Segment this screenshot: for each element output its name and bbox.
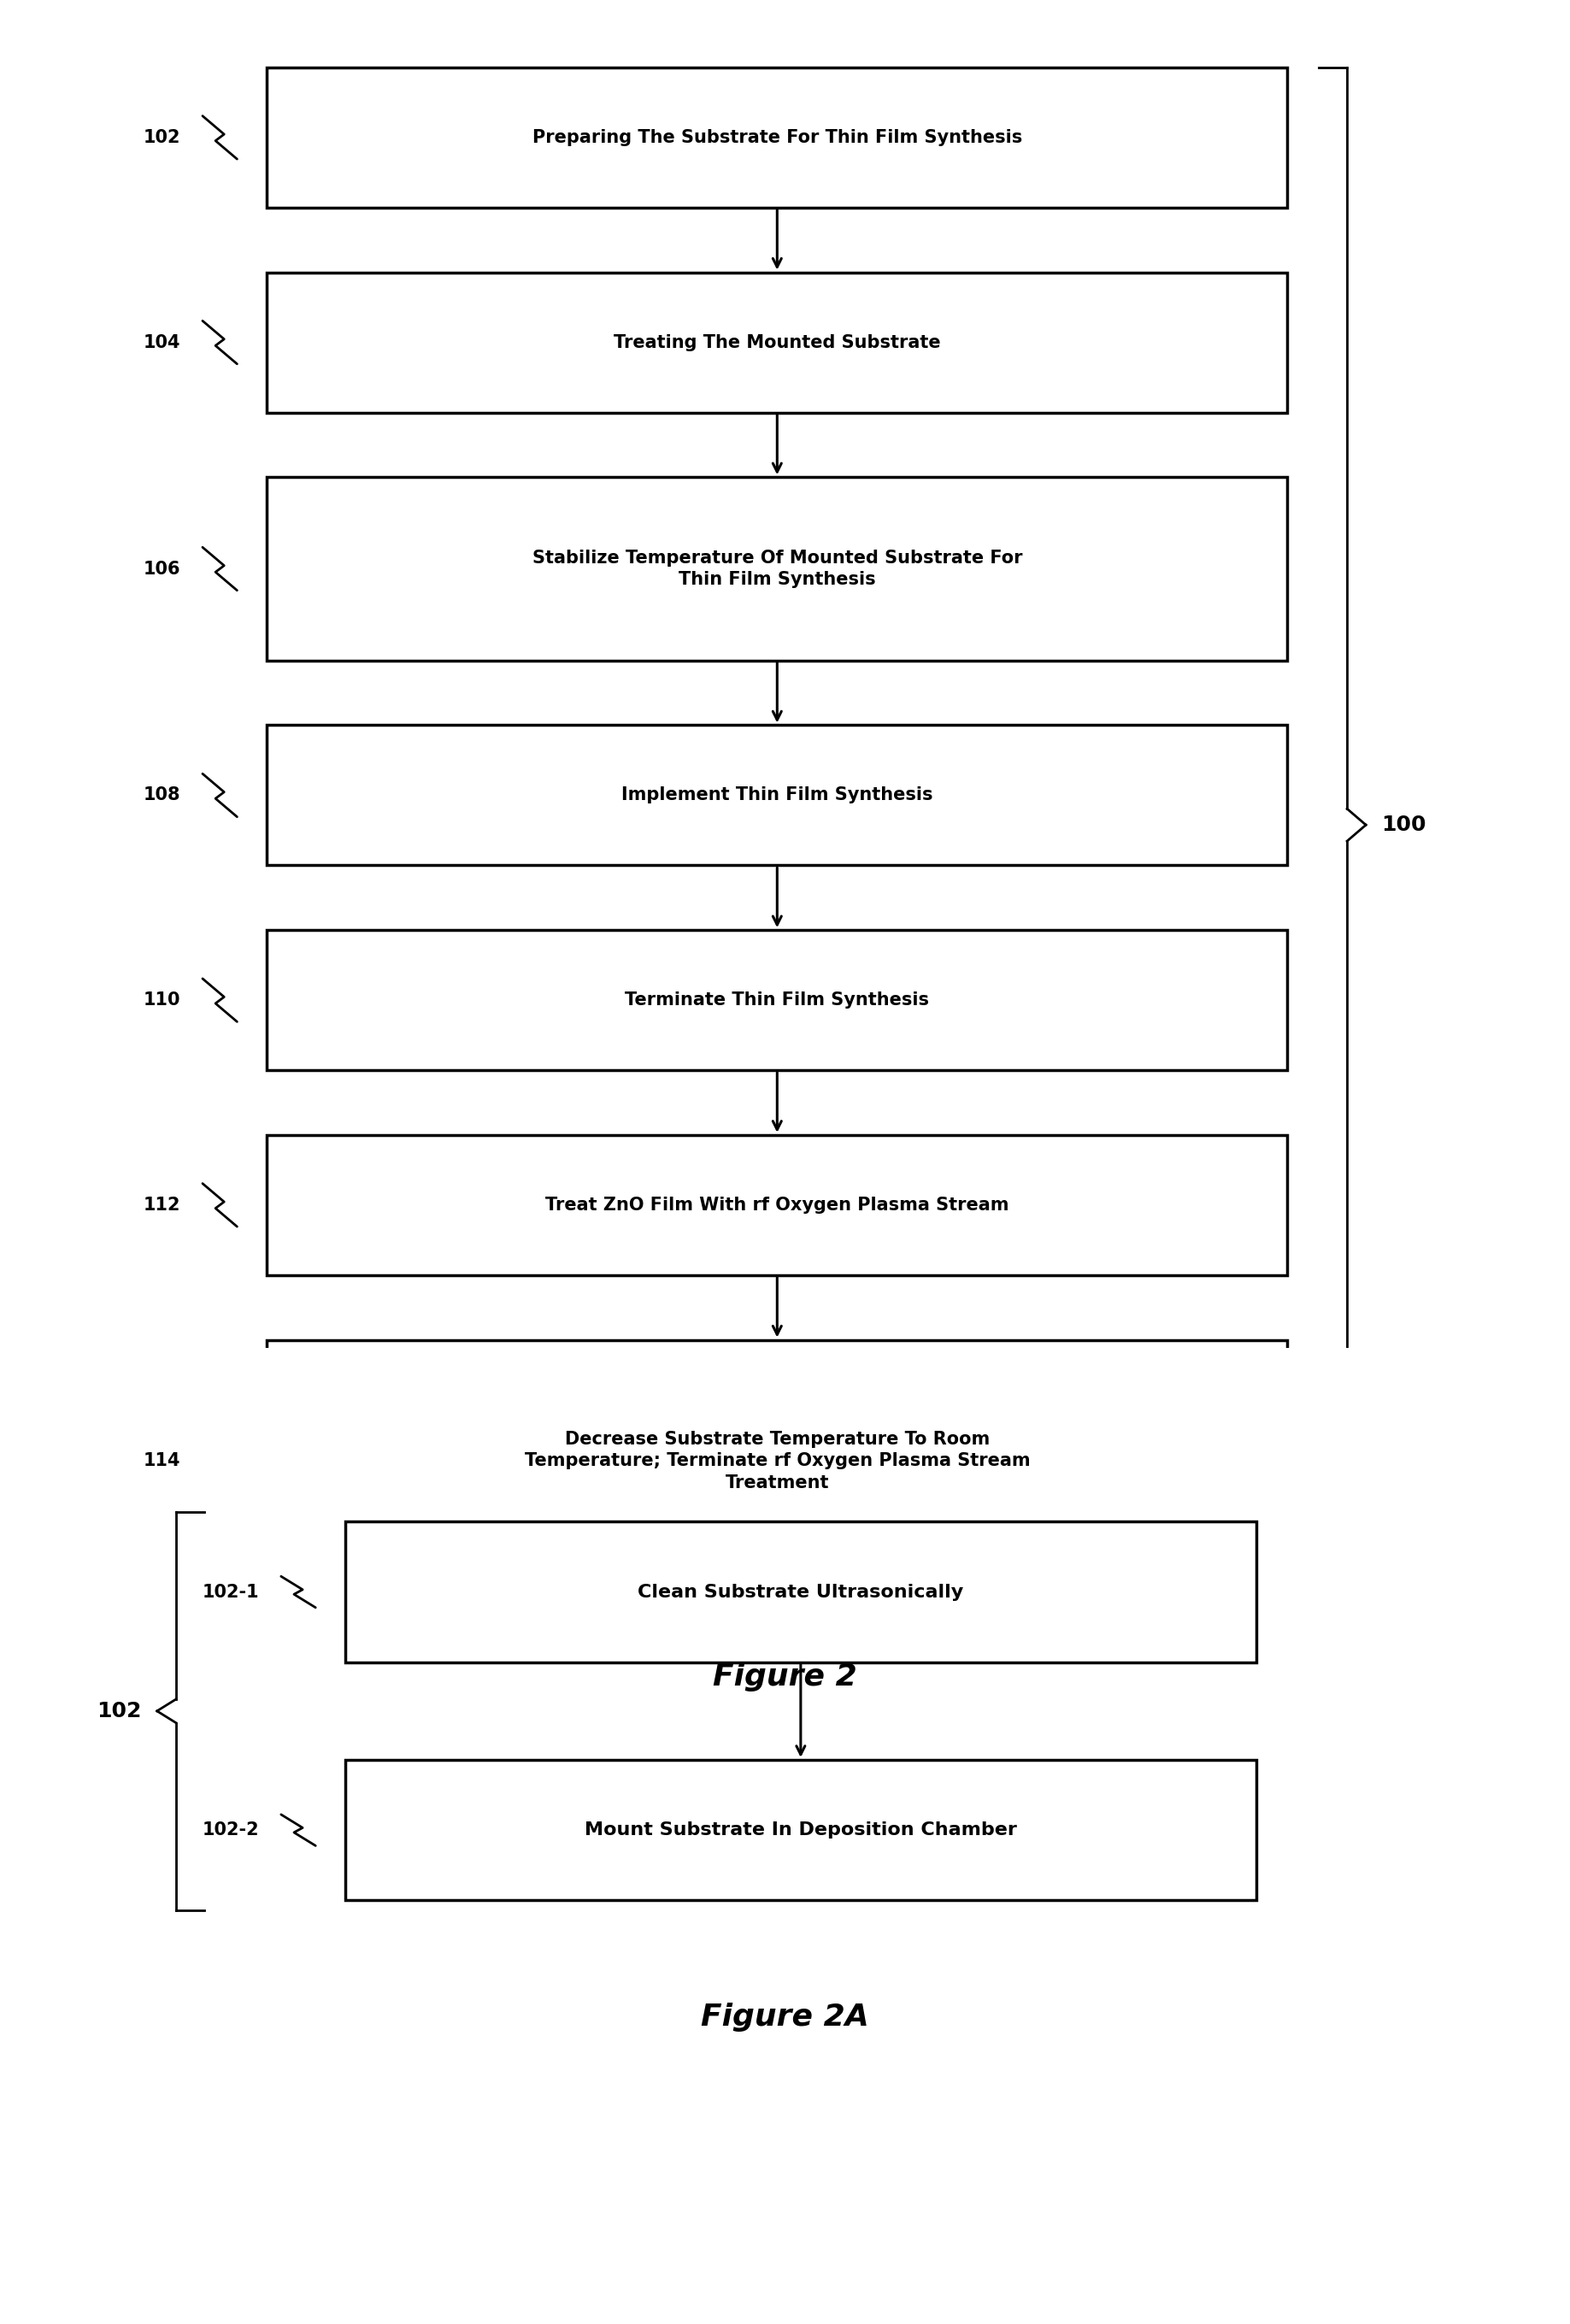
Text: 106: 106: [143, 560, 181, 576]
Text: 114: 114: [143, 1452, 181, 1469]
Text: 102: 102: [143, 128, 181, 146]
Text: 104: 104: [143, 335, 181, 351]
Text: Figure 2: Figure 2: [713, 1662, 857, 1692]
Text: Clean Substrate Ultrasonically: Clean Substrate Ultrasonically: [637, 1583, 964, 1601]
FancyBboxPatch shape: [345, 1759, 1256, 1901]
Text: Treat ZnO Film With rf Oxygen Plasma Stream: Treat ZnO Film With rf Oxygen Plasma Str…: [545, 1197, 1010, 1213]
FancyBboxPatch shape: [267, 67, 1287, 207]
Text: Implement Thin Film Synthesis: Implement Thin Film Synthesis: [622, 788, 933, 804]
Text: Terminate Thin Film Synthesis: Terminate Thin Film Synthesis: [625, 992, 929, 1009]
Text: Treating The Mounted Substrate: Treating The Mounted Substrate: [614, 335, 940, 351]
Text: 102-1: 102-1: [203, 1583, 259, 1601]
Text: 112: 112: [143, 1197, 181, 1213]
Text: 110: 110: [143, 992, 181, 1009]
Text: 108: 108: [143, 788, 181, 804]
FancyBboxPatch shape: [267, 930, 1287, 1071]
Text: Decrease Substrate Temperature To Room
Temperature; Terminate rf Oxygen Plasma S: Decrease Substrate Temperature To Room T…: [524, 1432, 1030, 1492]
Text: Figure 2A: Figure 2A: [700, 2003, 870, 2031]
Text: Stabilize Temperature Of Mounted Substrate For
Thin Film Synthesis: Stabilize Temperature Of Mounted Substra…: [532, 548, 1022, 588]
Text: 102-2: 102-2: [203, 1822, 259, 1838]
FancyBboxPatch shape: [267, 725, 1287, 865]
FancyBboxPatch shape: [267, 476, 1287, 660]
FancyBboxPatch shape: [267, 1134, 1287, 1276]
Text: Preparing The Substrate For Thin Film Synthesis: Preparing The Substrate For Thin Film Sy…: [532, 128, 1022, 146]
Text: Mount Substrate In Deposition Chamber: Mount Substrate In Deposition Chamber: [584, 1822, 1017, 1838]
Text: 102: 102: [96, 1701, 141, 1722]
FancyBboxPatch shape: [267, 1341, 1287, 1583]
FancyBboxPatch shape: [345, 1522, 1256, 1662]
Text: 100: 100: [1382, 816, 1427, 834]
FancyBboxPatch shape: [267, 272, 1287, 411]
